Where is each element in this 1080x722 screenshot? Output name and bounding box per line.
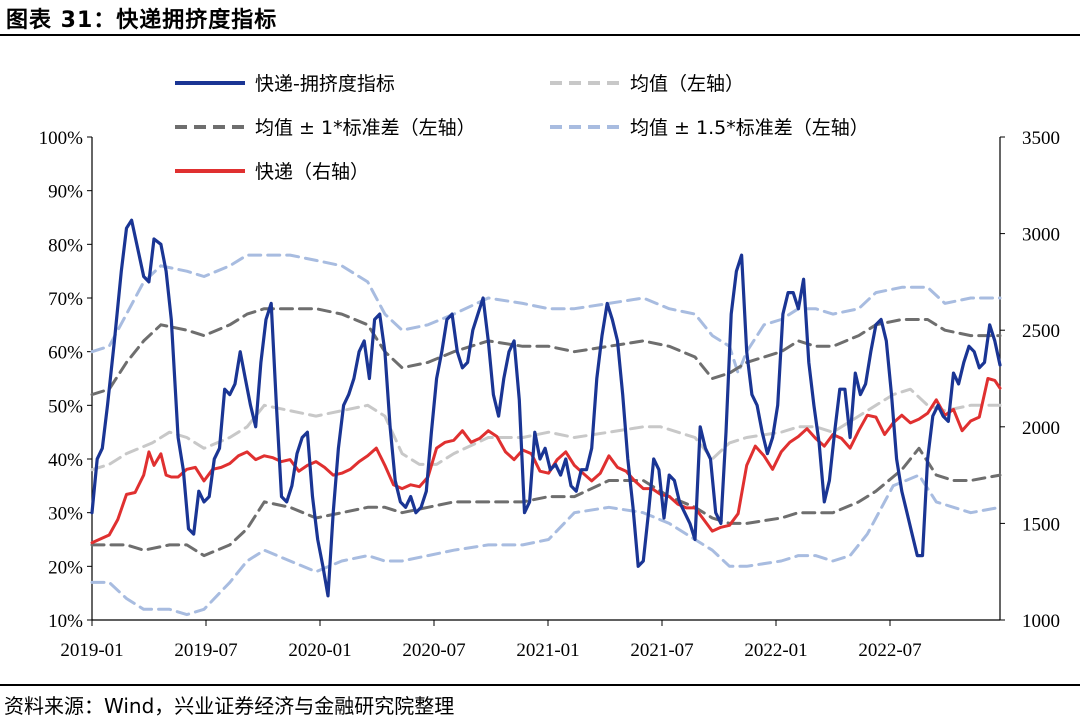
legend-label: 快递（右轴） xyxy=(255,161,369,183)
left-tick-label: 80% xyxy=(48,235,83,256)
x-tick-label: 2022-07 xyxy=(858,640,921,661)
page-title: 图表 31：快递拥挤度指标 xyxy=(6,8,278,33)
x-tick-label: 2020-07 xyxy=(402,640,465,661)
source-divider xyxy=(0,684,1080,686)
x-tick-label: 2020-01 xyxy=(288,640,351,661)
series-line-5 xyxy=(90,473,1002,617)
left-tick-label: 40% xyxy=(48,450,83,471)
legend-label: 均值 ± 1*标准差（左轴） xyxy=(255,117,476,139)
right-tick-label: 1000 xyxy=(1022,611,1060,632)
x-axis: 2019-01 2019-07 2020-01 2020-07 2021-01 2021-… xyxy=(60,619,1000,661)
left-tick-label: 60% xyxy=(48,343,83,364)
series-line-4 xyxy=(90,253,1002,375)
left-tick-label: 50% xyxy=(48,396,83,417)
x-tick-label: 2021-07 xyxy=(630,640,693,661)
left-tick-label: 30% xyxy=(48,504,83,525)
series-line-6 xyxy=(90,377,1002,545)
legend-label: 快递-拥挤度指标 xyxy=(255,73,395,95)
x-tick-label: 2019-01 xyxy=(60,640,123,661)
left-tick-label: 70% xyxy=(48,289,83,310)
left-tick-label: 20% xyxy=(48,557,83,578)
right-tick-label: 3500 xyxy=(1022,128,1060,149)
legend-label: 均值（左轴） xyxy=(630,73,744,95)
series-layer xyxy=(90,218,1002,617)
left-tick-label: 100% xyxy=(39,128,84,149)
left-axis: 10% 20% 30% 40% 50% 60% 70% 80% 90% 100% xyxy=(39,128,93,632)
series-line-2 xyxy=(90,307,1002,397)
x-tick-label: 2022-01 xyxy=(744,640,807,661)
right-tick-label: 2000 xyxy=(1022,418,1060,439)
series-line-0 xyxy=(90,218,1002,598)
x-tick-label: 2021-01 xyxy=(516,640,579,661)
title-divider xyxy=(0,34,1080,36)
legend-label: 均值 ± 1.5*标准差（左轴） xyxy=(630,117,869,139)
right-tick-label: 3000 xyxy=(1022,225,1060,246)
legend: 快递-拥挤度指标 均值（左轴） 均值 ± 1*标准差（左轴） 均值 ± 1.5*标准差… xyxy=(175,73,869,183)
left-tick-label: 10% xyxy=(48,611,83,632)
right-axis: 1000 1500 2000 2500 3000 3500 xyxy=(999,128,1060,632)
series-line-3 xyxy=(90,446,1002,558)
right-tick-label: 2500 xyxy=(1022,321,1060,342)
source-note: 资料来源：Wind，兴业证券经济与金融研究院整理 xyxy=(4,694,455,718)
x-tick-label: 2019-07 xyxy=(174,640,237,661)
left-tick-label: 90% xyxy=(48,182,83,203)
right-tick-label: 1500 xyxy=(1022,514,1060,535)
